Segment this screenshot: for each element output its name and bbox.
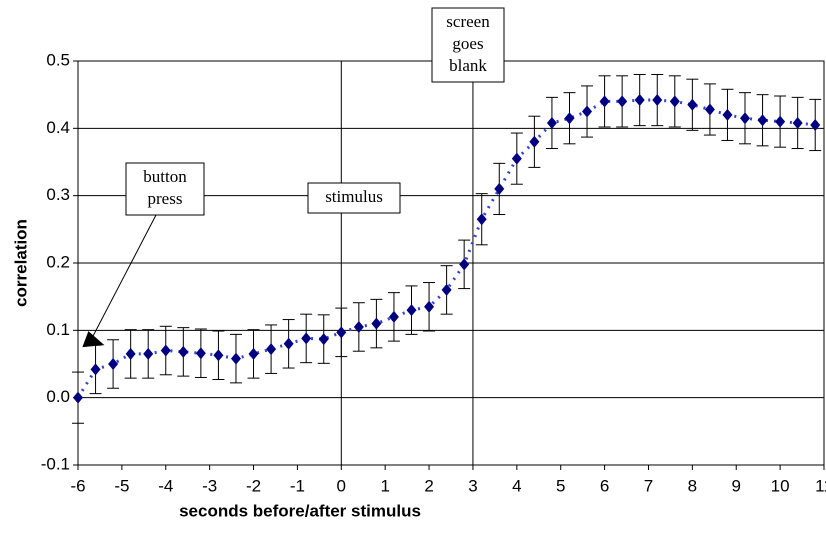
y-tick-label: -0.1 [41,454,70,473]
data-point [195,347,206,360]
data-point [90,363,101,376]
data-point [634,94,645,107]
data-point [669,95,680,108]
data-point [476,213,487,226]
arrow-head [82,331,105,348]
x-tick-label: -4 [158,476,173,495]
data-point [704,103,715,116]
data-point [73,391,83,404]
data-point [266,343,277,356]
x-tick-label: 0 [337,476,346,495]
y-tick-label: 0.2 [46,252,70,271]
data-point [775,115,786,128]
data-point [810,118,821,131]
data-point [301,332,312,345]
y-tick-label: 0.3 [46,185,70,204]
y-tick-label: 0.4 [46,118,70,137]
data-point [160,344,171,357]
x-tick-label: 10 [771,476,790,495]
y-tick-label: 0.1 [46,320,70,339]
x-tick-label: 3 [468,476,477,495]
data-point [213,349,224,362]
x-tick-label: -6 [70,476,85,495]
data-point [248,347,259,360]
annotation-arrow [89,214,157,342]
data-point [617,95,628,108]
data-point [652,94,663,107]
data-point [757,114,768,127]
x-tick-label: -1 [290,476,305,495]
annotation-text: goes [452,34,483,53]
x-tick-label: -5 [114,476,129,495]
data-point [511,152,522,165]
data-point [740,112,751,125]
data-point [230,352,241,365]
annotation-text: screen [446,12,490,31]
data-point [564,112,575,125]
data-point [336,326,347,339]
data-point [283,337,294,350]
data-point [125,347,136,360]
annotation-text: stimulus [325,187,383,206]
x-tick-label: 5 [556,476,565,495]
data-point [353,320,364,333]
annotation-box [307,182,401,214]
data-point [406,304,417,317]
data-point [441,283,452,296]
x-tick-label: -2 [246,476,261,495]
data-point [459,258,470,271]
x-tick-label: 4 [512,476,521,495]
data-point [388,310,399,323]
y-axis-title: correlation [11,219,30,307]
data-point [582,105,593,118]
annotation-text: button [143,167,187,186]
data-point [687,98,698,111]
data-point [546,116,557,129]
data-point [494,182,505,195]
data-point [371,317,382,330]
x-tick-label: 7 [644,476,653,495]
x-tick-label: 9 [732,476,741,495]
y-tick-label: 0.5 [46,50,70,69]
x-tick-label: 2 [424,476,433,495]
data-point [108,358,119,370]
data-point [599,95,610,108]
data-point [178,345,189,358]
y-tick-label: 0.0 [46,387,70,406]
annotation-box [125,162,205,216]
data-point [143,347,154,360]
x-tick-label: 8 [688,476,697,495]
x-tick-label: 1 [380,476,389,495]
x-tick-label: 11 [815,476,826,495]
series-line [76,98,816,399]
data-point [424,300,435,313]
x-axis-title: seconds before/after stimulus [179,501,421,520]
annotation-text: press [148,189,183,208]
x-tick-label: 6 [600,476,609,495]
data-point [318,333,329,346]
annotation-box [431,7,505,83]
data-point [529,135,540,148]
data-point [792,116,803,129]
data-point [722,108,733,121]
annotation-text: blank [449,56,487,75]
x-tick-label: -3 [202,476,217,495]
